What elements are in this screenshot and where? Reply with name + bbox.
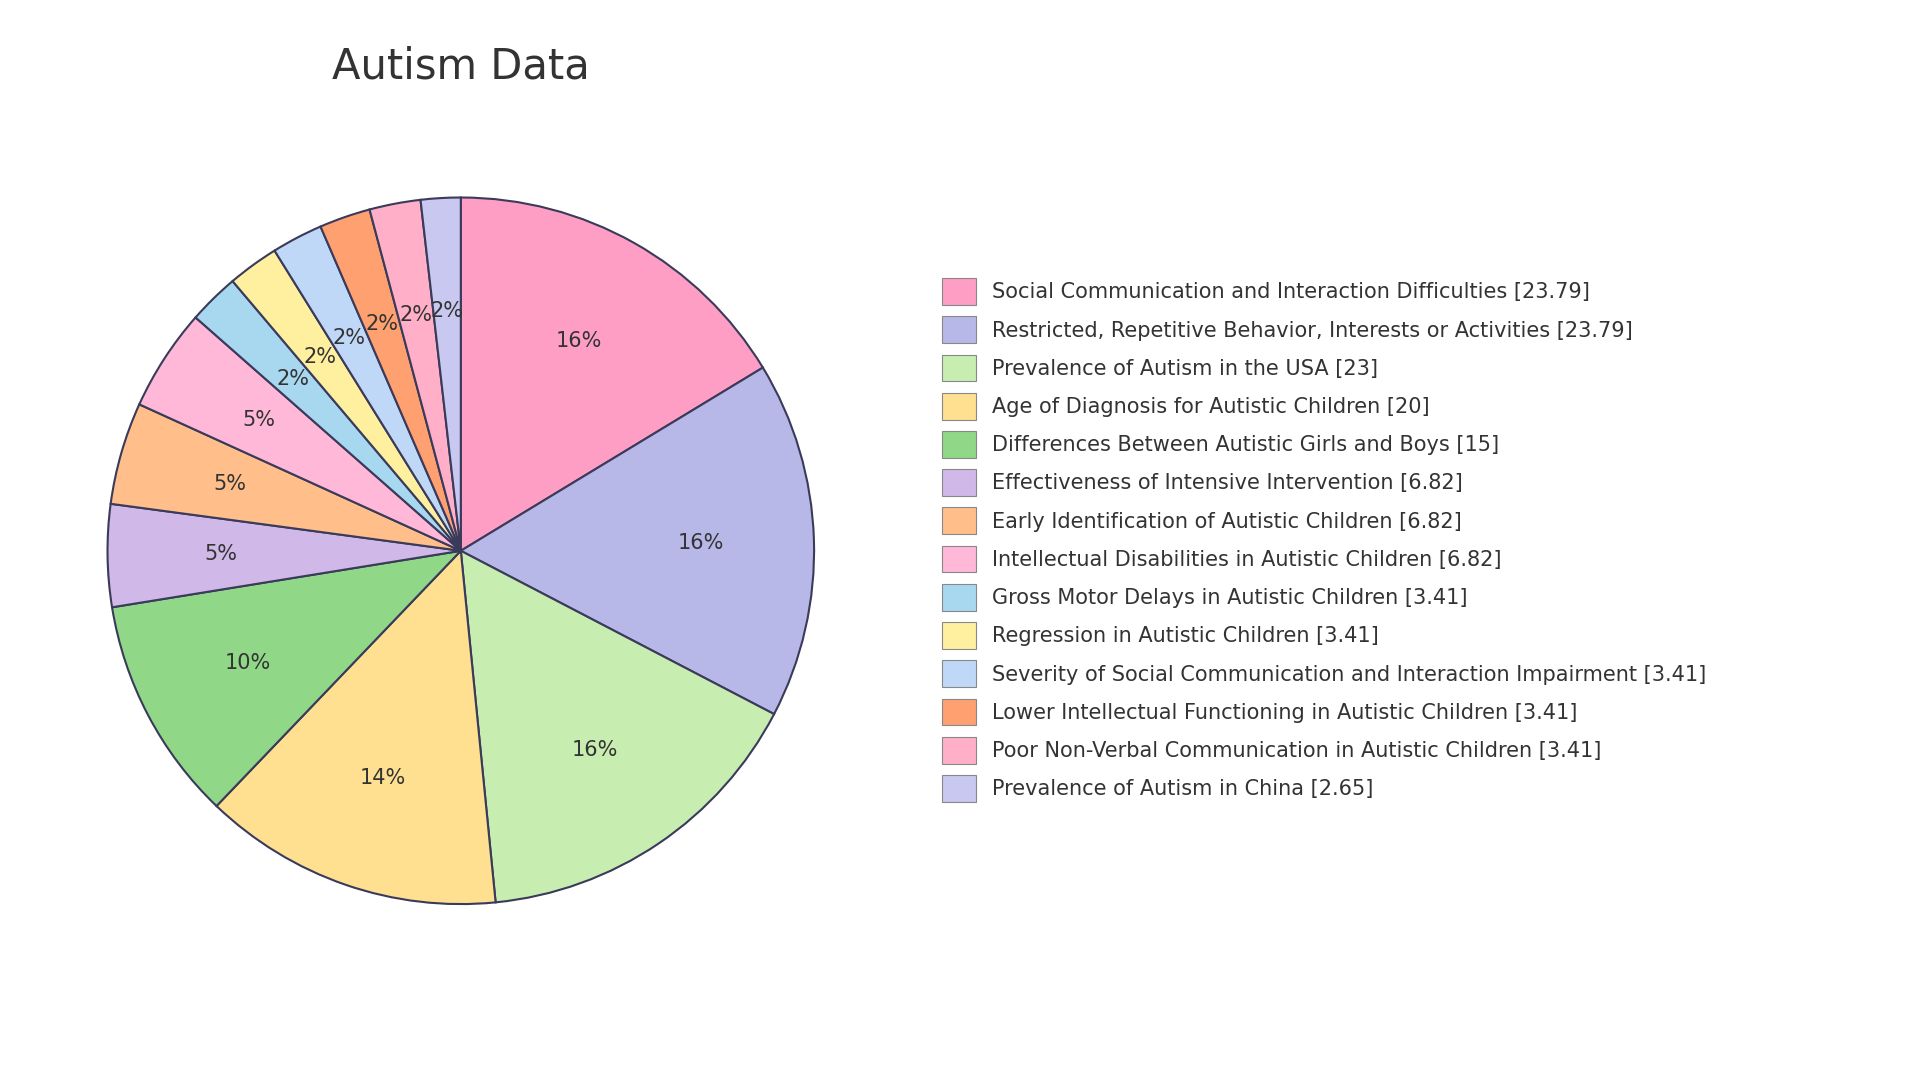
Text: 2%: 2% <box>332 328 367 348</box>
Wedge shape <box>461 367 814 714</box>
Text: 16%: 16% <box>555 332 601 351</box>
Title: Autism Data: Autism Data <box>332 45 589 87</box>
Wedge shape <box>111 404 461 551</box>
Text: 2%: 2% <box>399 305 432 325</box>
Legend: Social Communication and Interaction Difficulties [23.79], Restricted, Repetitiv: Social Communication and Interaction Dif… <box>931 268 1716 812</box>
Text: 10%: 10% <box>225 652 271 673</box>
Wedge shape <box>140 318 461 551</box>
Wedge shape <box>369 200 461 551</box>
Wedge shape <box>111 551 461 806</box>
Text: 2%: 2% <box>430 301 463 321</box>
Wedge shape <box>232 251 461 551</box>
Wedge shape <box>321 210 461 551</box>
Wedge shape <box>275 227 461 551</box>
Text: 16%: 16% <box>678 534 724 553</box>
Text: 2%: 2% <box>365 314 397 334</box>
Wedge shape <box>461 198 762 551</box>
Wedge shape <box>461 551 774 903</box>
Wedge shape <box>108 503 461 607</box>
Text: 2%: 2% <box>303 347 336 366</box>
Text: 5%: 5% <box>213 474 246 495</box>
Text: 5%: 5% <box>242 410 276 430</box>
Wedge shape <box>217 551 495 904</box>
Text: 14%: 14% <box>359 768 405 788</box>
Text: 16%: 16% <box>572 740 618 760</box>
Text: 2%: 2% <box>276 369 309 389</box>
Wedge shape <box>420 198 461 551</box>
Wedge shape <box>196 281 461 551</box>
Text: 5%: 5% <box>204 544 236 564</box>
